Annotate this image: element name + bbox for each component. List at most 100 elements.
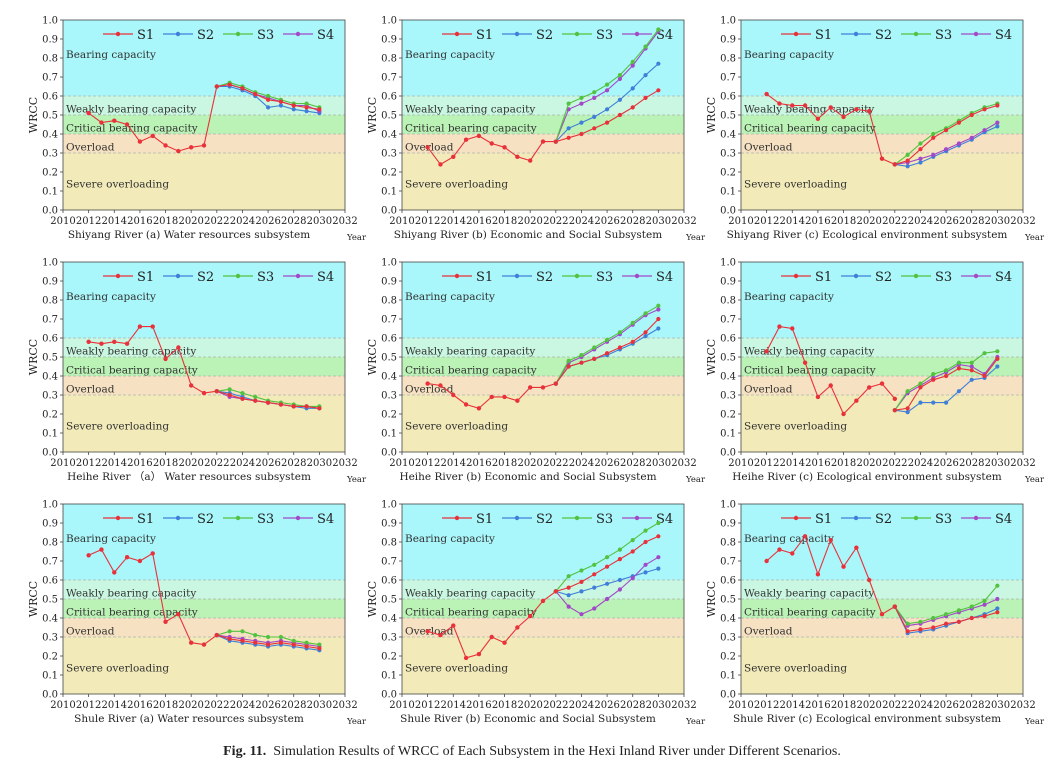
chart-panel: Bearing capacity Weakly bearing capacity C… xyxy=(366,16,706,244)
series-point-S3 xyxy=(566,101,571,106)
legend-marker-S1 xyxy=(454,273,460,279)
history-point xyxy=(828,383,833,388)
y-tick-label: 0.3 xyxy=(720,391,736,402)
history-point xyxy=(841,411,846,417)
legend-label-S3: S3 xyxy=(257,512,274,527)
zone-weakly xyxy=(63,338,345,357)
x-tick-label: 2026 xyxy=(594,458,619,469)
y-tick-label: 0.6 xyxy=(42,334,58,345)
series-point-S4 xyxy=(592,606,597,611)
series-point-S3 xyxy=(982,598,987,604)
series-point-S3 xyxy=(630,320,635,325)
chart-panel: Bearing capacity Weakly bearing capacity C… xyxy=(27,16,367,244)
series-point-S1 xyxy=(892,604,897,609)
history-point xyxy=(163,356,168,362)
history-point xyxy=(854,545,859,550)
series-point-S3 xyxy=(604,82,610,87)
caption-text: Simulation Results of WRCC of Each Subsy… xyxy=(273,744,841,759)
x-tick-label: 2022 xyxy=(543,458,568,469)
history-point xyxy=(99,341,104,346)
legend-marker-S2 xyxy=(514,273,520,279)
series-point-S1 xyxy=(943,128,949,133)
x-tick-label: 2010 xyxy=(389,700,414,711)
legend-label-S2: S2 xyxy=(197,28,214,43)
x-tick-label: 2012 xyxy=(754,216,779,227)
y-tick-label: 0.7 xyxy=(42,73,58,84)
history-point xyxy=(451,154,456,159)
x-tick-label: 2032 xyxy=(671,458,696,469)
legend-label-S4: S4 xyxy=(317,28,334,43)
series-point-S1 xyxy=(943,373,949,379)
y-tick-label: 0.9 xyxy=(42,519,58,530)
series-point-S2 xyxy=(943,400,949,405)
legend-marker-S2 xyxy=(175,515,181,521)
x-tick-label: 2014 xyxy=(102,700,127,711)
series-point-S1 xyxy=(278,640,284,645)
x-tick-label: 2022 xyxy=(204,458,229,469)
y-tick-label: 0.5 xyxy=(42,353,58,364)
series-point-S4 xyxy=(579,101,584,106)
zone-label-severe: Severe overloading xyxy=(66,662,169,674)
series-point-S1 xyxy=(630,105,635,110)
series-point-S2 xyxy=(995,606,1000,611)
legend-label-S2: S2 xyxy=(197,270,214,285)
legend-label-S1: S1 xyxy=(815,512,832,527)
zone-label-weakly: Weakly bearing capacity xyxy=(405,103,535,115)
zone-critical xyxy=(63,357,345,376)
zone-label-overload: Overload xyxy=(744,383,793,395)
history-point xyxy=(815,572,821,577)
y-tick-label: 0.4 xyxy=(42,372,58,383)
history-point xyxy=(502,394,507,400)
y-tick-label: 0.2 xyxy=(42,652,58,663)
legend-marker-S3 xyxy=(913,515,919,521)
legend-label-S3: S3 xyxy=(257,28,274,43)
history-point xyxy=(188,145,194,150)
history-point xyxy=(828,105,833,110)
zone-label-severe: Severe overloading xyxy=(66,420,169,432)
history-point xyxy=(515,398,520,403)
history-point xyxy=(790,326,795,331)
series-point-S1 xyxy=(553,139,558,144)
x-tick-label: 2022 xyxy=(543,700,568,711)
legend-marker-S1 xyxy=(115,273,121,279)
legend-label-S2: S2 xyxy=(875,28,892,43)
series-point-S2 xyxy=(617,577,623,583)
series-point-S1 xyxy=(253,398,258,403)
y-tick-label: 0.6 xyxy=(42,576,58,587)
series-point-S3 xyxy=(956,360,962,365)
series-point-S1 xyxy=(240,86,245,91)
history-point xyxy=(854,398,859,403)
series-point-S2 xyxy=(643,73,648,78)
history-point xyxy=(540,598,546,604)
x-tick-label: 2010 xyxy=(728,700,753,711)
y-tick-label: 1.0 xyxy=(720,258,736,269)
y-tick-label: 0.1 xyxy=(720,187,736,198)
x-tick-label: 2032 xyxy=(671,216,696,227)
series-point-S1 xyxy=(656,88,661,93)
series-point-S2 xyxy=(995,364,1000,369)
x-tick-label: 2032 xyxy=(671,700,696,711)
zone-label-severe: Severe overloading xyxy=(66,178,169,190)
series-point-S3 xyxy=(643,311,648,316)
y-tick-label: 0.4 xyxy=(381,130,397,141)
y-tick-label: 1.0 xyxy=(720,16,736,27)
series-point-S1 xyxy=(291,103,296,108)
zone-overload xyxy=(63,618,345,637)
history-point xyxy=(438,383,443,388)
y-tick-label: 1.0 xyxy=(42,500,58,511)
x-tick-label: 2020 xyxy=(517,458,542,469)
x-tick-label: 2018 xyxy=(492,216,517,227)
series-point-S3 xyxy=(240,629,245,634)
x-tick-label: 2026 xyxy=(255,700,280,711)
series-point-S3 xyxy=(291,638,296,643)
zone-severe xyxy=(402,637,684,694)
series-point-S3 xyxy=(592,345,597,350)
x-tick-label: 2010 xyxy=(728,216,753,227)
chart-panel: Bearing capacity Weakly bearing capacity C… xyxy=(705,500,1045,728)
series-point-S3 xyxy=(304,640,309,645)
x-tick-label: 2032 xyxy=(1010,700,1035,711)
legend-marker-S1 xyxy=(115,515,121,521)
y-axis-label: WRCC xyxy=(705,581,718,617)
x-tick-label: 2026 xyxy=(594,700,619,711)
x-tick-label: 2028 xyxy=(959,700,984,711)
